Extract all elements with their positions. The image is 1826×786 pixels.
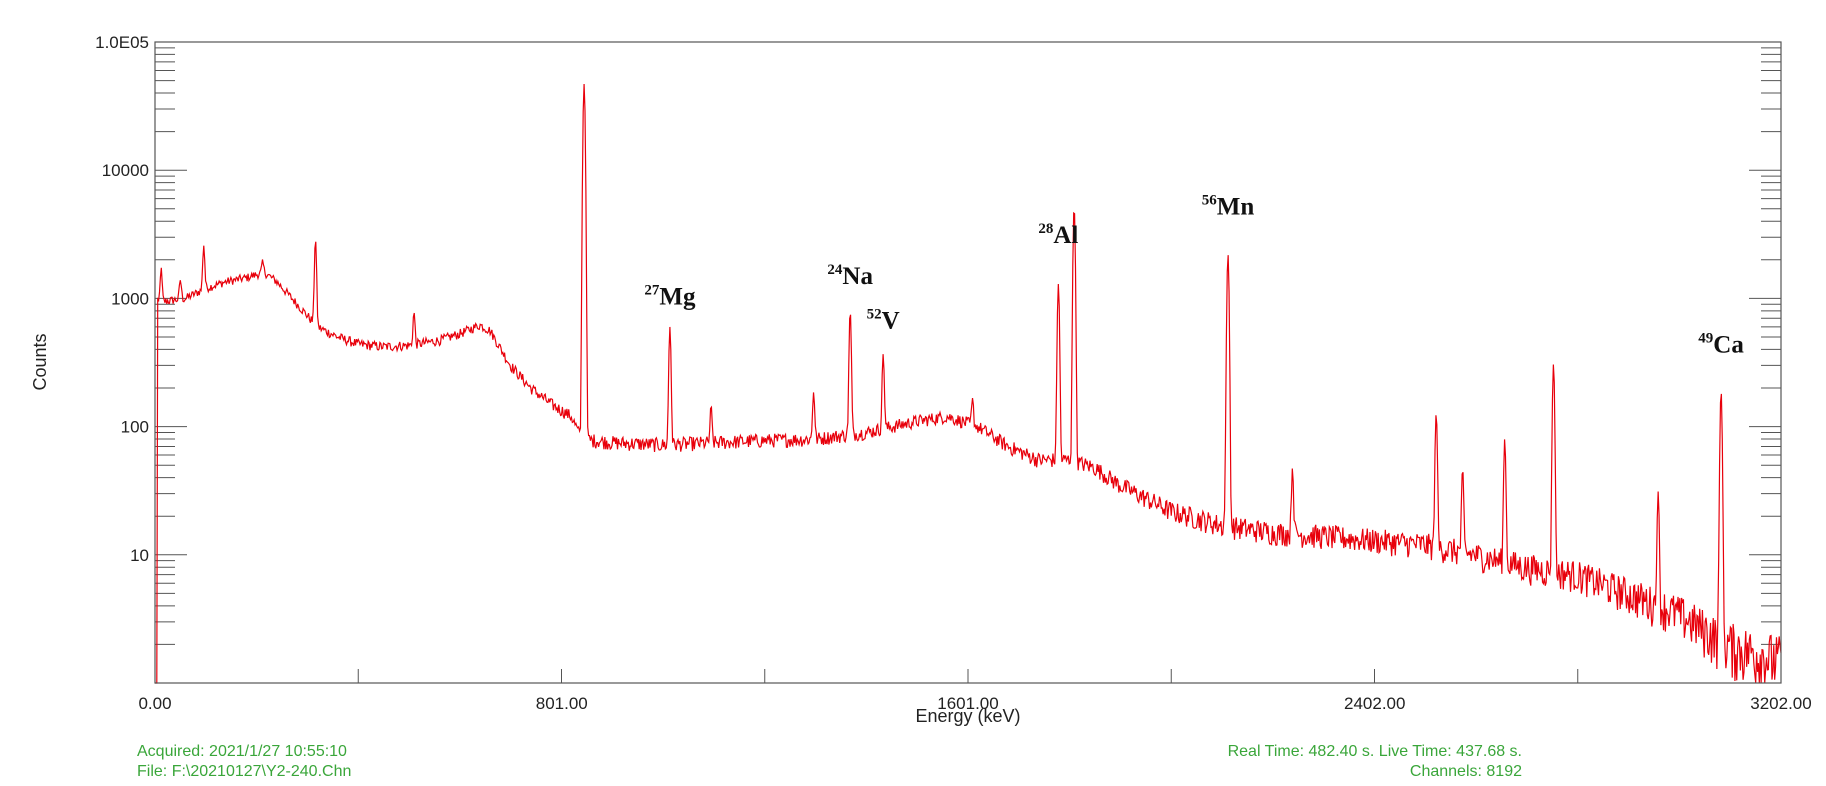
live-time-value: 437.68 s. xyxy=(1456,743,1522,760)
plot-frame xyxy=(154,41,1782,684)
x-tick-label: 0.00 xyxy=(138,694,171,713)
y-tick-label: 100 xyxy=(121,418,149,437)
acquired-value: 2021/1/27 10:55:10 xyxy=(209,743,347,760)
x-axis-title: Energy (keV) xyxy=(915,706,1020,726)
live-time-label: Live Time: xyxy=(1378,743,1452,760)
peak-label-ca: 49Ca xyxy=(1698,330,1744,358)
x-axis-tick-labels: 0.00 801.00 1601.00 2402.00 3202.00 xyxy=(138,694,1811,713)
file-value: F:\20210127\Y2-240.Chn xyxy=(171,763,352,780)
acquired-label: Acquired: xyxy=(137,743,205,760)
y-tick-label: 1000 xyxy=(111,289,149,308)
file-row: File: F:\20210127\Y2-240.Chn xyxy=(137,762,351,782)
y-tick-label: 10 xyxy=(130,546,149,565)
peak-label-al: 28Al xyxy=(1038,221,1078,249)
peak-label-v: 52V xyxy=(867,307,900,335)
peak-annotations: 27Mg 24Na 52V 28Al 56Mn 49Ca xyxy=(644,193,1744,359)
real-time-label: Real Time: xyxy=(1227,743,1305,760)
timing-info: Real Time: 482.40 s. Live Time: 437.68 s… xyxy=(1228,742,1522,782)
spectrum-trace xyxy=(155,84,1782,684)
y-axis-title: Counts xyxy=(30,333,50,390)
axis-ticks xyxy=(155,47,1781,684)
channels-row: Channels: 8192 xyxy=(1228,762,1522,782)
x-tick-label: 1601.00 xyxy=(937,694,998,713)
peak-label-mn: 56Mn xyxy=(1202,193,1255,221)
x-tick-label: 2402.00 xyxy=(1344,694,1405,713)
real-time-value: 482.40 s. xyxy=(1308,743,1375,760)
y-axis-tick-labels: 1.0E05 10000 1000 100 10 xyxy=(95,33,149,565)
acquisition-info: Acquired: 2021/1/27 10:55:10 File: F:\20… xyxy=(137,742,351,782)
y-tick-label: 10000 xyxy=(102,161,149,180)
acquired-row: Acquired: 2021/1/27 10:55:10 xyxy=(137,742,351,762)
y-tick-label: 1.0E05 xyxy=(95,33,149,52)
file-label: File: xyxy=(137,763,168,780)
x-tick-label: 801.00 xyxy=(536,694,588,713)
peak-label-na: 24Na xyxy=(827,262,873,290)
x-tick-label: 3202.00 xyxy=(1750,694,1811,713)
time-row: Real Time: 482.40 s. Live Time: 437.68 s… xyxy=(1228,742,1522,762)
channels-value: 8192 xyxy=(1486,763,1522,780)
peak-label-mg: 27Mg xyxy=(644,282,696,310)
channels-label: Channels: xyxy=(1409,763,1482,780)
